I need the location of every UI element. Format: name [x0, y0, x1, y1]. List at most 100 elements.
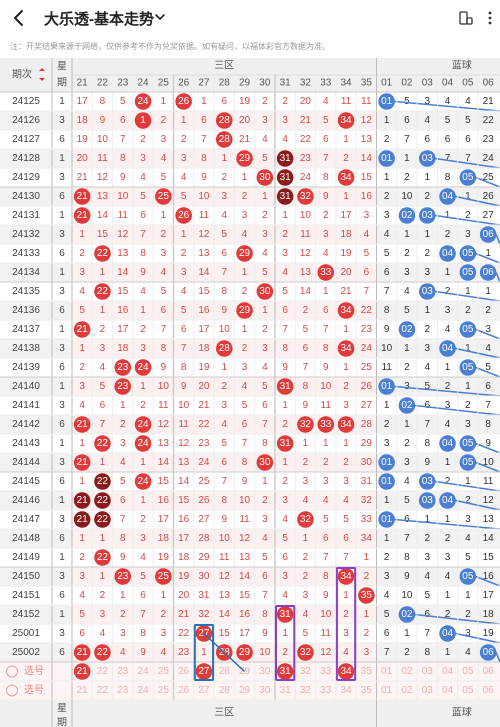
- row-period: 24134: [12, 267, 40, 278]
- red-miss-count: 3: [282, 248, 288, 259]
- red-ball: [215, 340, 233, 357]
- blue-miss-count: 3: [424, 267, 430, 278]
- blue-trend-line: [435, 290, 500, 302]
- red-miss-count: 5: [303, 324, 309, 335]
- red-miss-count: 6: [323, 533, 329, 544]
- red-ball: [155, 568, 172, 585]
- red-miss-count: 9: [242, 476, 248, 487]
- chevron-down-icon[interactable]: [154, 11, 166, 23]
- trend-table[interactable]: 期次星期三区 蓝球 21 22 23 24 25 26 27 28 29 30 31 32 33 34 35 01…: [0, 58, 500, 727]
- red-ball-number: 22: [97, 495, 109, 506]
- select-red-number: 33: [320, 666, 332, 677]
- blue-ball: [378, 454, 395, 471]
- red-miss-count: 1: [100, 571, 106, 582]
- blue-miss-count: 5: [445, 115, 451, 126]
- blue-miss-count: 1: [404, 343, 410, 354]
- red-miss-count: 6: [221, 248, 227, 259]
- blue-ball-number: 03: [422, 495, 434, 506]
- red-miss-count: 18: [178, 552, 190, 563]
- red-miss-count: 1: [161, 96, 167, 107]
- chevron-left-icon[interactable]: [10, 9, 28, 27]
- red-miss-count: 5: [303, 628, 309, 639]
- red-miss-count: 11: [321, 400, 332, 411]
- select-radio: [6, 684, 18, 697]
- red-ball: [276, 435, 294, 452]
- red-miss-count: 5: [323, 514, 329, 525]
- blue-ball: [479, 644, 497, 661]
- disclaimer-notice: 注：开奖结果来源于网络，仅供参考不作为兑奖依据。如有疑问，以福体彩官方数据为准。: [10, 42, 330, 51]
- red-miss-count: 5: [262, 552, 268, 563]
- blue-miss-count: 2: [445, 609, 451, 620]
- red-ball-number: 22: [97, 438, 109, 449]
- red-miss-count: 19: [239, 96, 251, 107]
- red-miss-count: 6: [181, 324, 187, 335]
- blue-trend-line: [435, 214, 500, 226]
- red-number-header: 26: [178, 78, 190, 89]
- red-number-header: 25: [158, 78, 170, 89]
- red-miss-count: 4: [181, 172, 187, 183]
- blue-miss-count: 3: [384, 438, 390, 449]
- row-blue-bg: [376, 415, 500, 434]
- red-miss-count: 23: [300, 153, 312, 164]
- blue-miss-count: 15: [483, 552, 495, 563]
- red-ball-number: 34: [340, 666, 352, 677]
- red-ball: [256, 169, 274, 186]
- select-red-number: 34: [340, 685, 352, 696]
- row-star: 3: [59, 514, 65, 525]
- row-period: 24128: [12, 153, 40, 164]
- phone-rotate-icon[interactable]: [458, 10, 474, 26]
- blue-miss-count: 4: [445, 96, 451, 107]
- zone-label: 三区: [214, 60, 234, 72]
- red-miss-count: 6: [100, 400, 106, 411]
- red-ball: [297, 644, 314, 661]
- red-miss-count: 5: [323, 115, 329, 126]
- blue-ball-number: 03: [422, 476, 434, 487]
- red-miss-count: 18: [77, 115, 89, 126]
- red-miss-count: 1: [282, 400, 288, 411]
- red-ball: [215, 131, 233, 148]
- blue-miss-count: 2: [404, 248, 410, 259]
- red-miss-count: 2: [161, 609, 167, 620]
- red-ball: [114, 378, 132, 395]
- blue-ball-number: 06: [483, 647, 495, 658]
- red-miss-count: 1: [221, 362, 227, 373]
- red-number-header: 29: [239, 78, 251, 89]
- red-ball-number: 28: [219, 343, 231, 354]
- row-red-bg: [72, 282, 377, 301]
- red-miss-count: 2: [262, 210, 268, 221]
- red-miss-count: 1: [242, 324, 248, 335]
- page-title[interactable]: 大乐透-基本走势: [44, 11, 154, 28]
- red-ball-number: 34: [340, 419, 352, 430]
- red-miss-count: 1: [303, 533, 309, 544]
- row-star: 3: [59, 172, 65, 183]
- red-ball: [297, 416, 314, 433]
- red-miss-count: 5: [242, 400, 248, 411]
- red-miss-count: 1: [201, 647, 207, 658]
- red-miss-count: 4: [303, 609, 309, 620]
- red-miss-count: 14: [178, 476, 190, 487]
- red-miss-count: 3: [181, 267, 187, 278]
- row-star: 3: [59, 115, 65, 126]
- red-miss-count: 1: [100, 457, 106, 468]
- red-miss-count: 8: [323, 571, 329, 582]
- red-miss-count: 2: [140, 134, 146, 145]
- red-miss-count: 1: [79, 438, 85, 449]
- red-ball: [73, 663, 91, 680]
- red-miss-count: 3: [282, 571, 288, 582]
- more-icon[interactable]: [482, 10, 498, 26]
- row-red-bg: [72, 396, 377, 415]
- blue-miss-count: 2: [404, 438, 410, 449]
- row-star: 6: [59, 134, 65, 145]
- red-ball-number: 31: [280, 172, 292, 183]
- red-ball: [134, 93, 152, 110]
- blue-ball: [459, 321, 477, 338]
- blue-miss-count: 6: [404, 115, 410, 126]
- row-star: 6: [59, 248, 65, 259]
- red-miss-count: 2: [303, 552, 309, 563]
- footer-star-2: 期: [57, 717, 67, 727]
- row-red-bg: [72, 586, 377, 605]
- blue-miss-count: 8: [424, 647, 430, 658]
- blue-ball-number: 06: [483, 229, 495, 240]
- red-miss-count: 28: [361, 419, 373, 430]
- red-miss-count: 4: [282, 514, 288, 525]
